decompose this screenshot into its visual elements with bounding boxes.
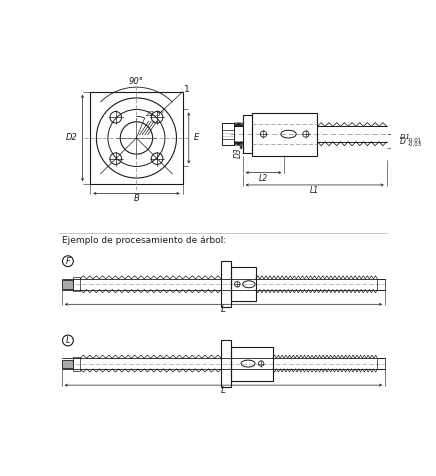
Bar xyxy=(231,347,273,380)
Text: L: L xyxy=(221,386,226,395)
Bar xyxy=(243,115,252,153)
Bar xyxy=(72,357,80,370)
Bar xyxy=(90,92,183,184)
Text: F: F xyxy=(65,257,70,266)
Bar xyxy=(378,358,385,369)
Text: -0.01: -0.01 xyxy=(408,138,422,143)
Bar xyxy=(231,268,256,301)
Bar xyxy=(72,278,80,291)
Bar xyxy=(221,261,231,307)
Text: L: L xyxy=(221,305,226,314)
Bar xyxy=(378,279,385,290)
Bar xyxy=(62,360,72,368)
Text: D2: D2 xyxy=(66,133,78,142)
Text: L: L xyxy=(65,336,70,345)
Bar xyxy=(221,340,231,387)
Text: E: E xyxy=(194,133,199,142)
Bar xyxy=(222,123,234,145)
Text: D: D xyxy=(400,137,405,146)
Text: D3: D3 xyxy=(234,147,242,158)
Text: 90°: 90° xyxy=(129,77,144,86)
Text: 1: 1 xyxy=(184,85,190,94)
Text: Ejemplo de procesamiento de árbol:: Ejemplo de procesamiento de árbol: xyxy=(62,236,226,245)
Bar xyxy=(62,280,72,289)
Text: B: B xyxy=(133,194,140,202)
Text: 22.5°: 22.5° xyxy=(146,111,166,117)
Text: L1: L1 xyxy=(310,186,319,195)
Bar xyxy=(252,112,317,156)
Text: L2: L2 xyxy=(259,174,268,182)
Text: -0.03: -0.03 xyxy=(408,142,422,147)
Text: D1: D1 xyxy=(400,134,414,140)
